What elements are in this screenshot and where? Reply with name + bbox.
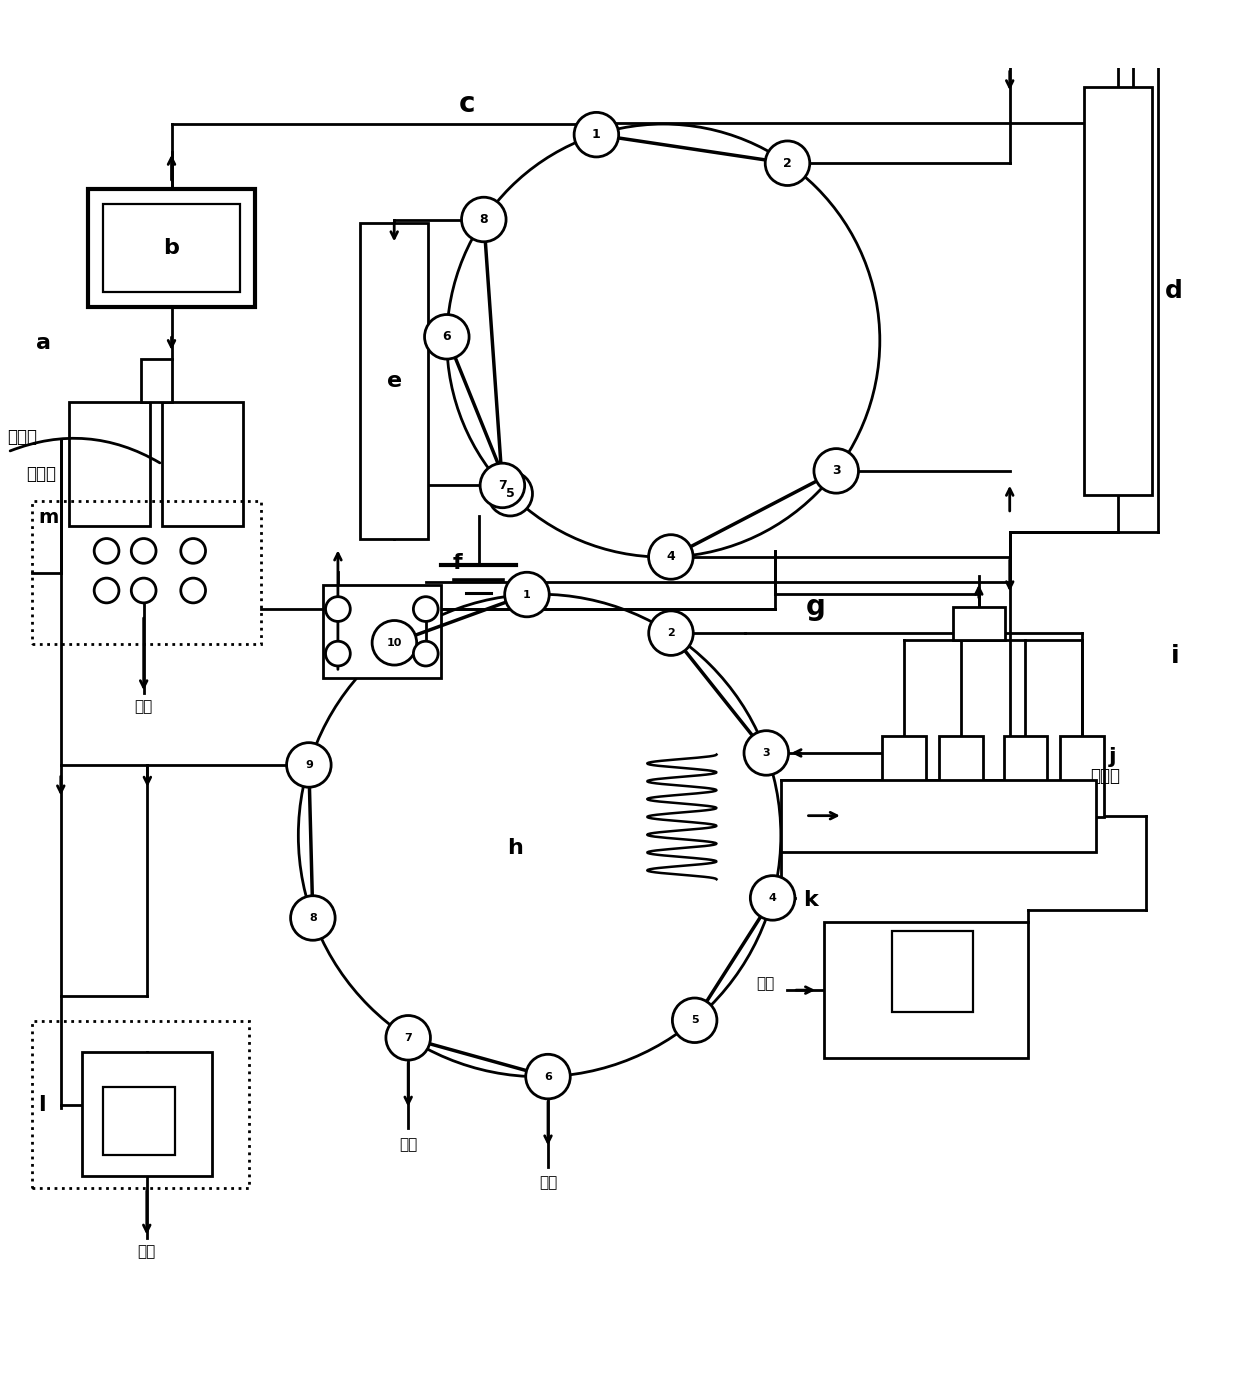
FancyBboxPatch shape	[103, 203, 241, 291]
Text: 4: 4	[769, 893, 776, 903]
Text: 废液: 废液	[138, 1243, 156, 1259]
FancyBboxPatch shape	[1060, 736, 1104, 818]
Text: 废液: 废液	[539, 1176, 557, 1190]
Text: 8: 8	[309, 912, 316, 923]
Circle shape	[765, 142, 810, 185]
FancyBboxPatch shape	[69, 403, 150, 526]
Circle shape	[744, 731, 789, 775]
Circle shape	[290, 896, 335, 940]
Text: 9: 9	[305, 760, 312, 769]
Text: l: l	[38, 1095, 46, 1114]
Text: 流动相: 流动相	[26, 464, 56, 482]
FancyBboxPatch shape	[1084, 87, 1152, 495]
Circle shape	[480, 463, 525, 508]
Text: 2: 2	[784, 157, 792, 170]
FancyBboxPatch shape	[1003, 736, 1047, 818]
FancyBboxPatch shape	[103, 1087, 175, 1154]
FancyBboxPatch shape	[140, 359, 171, 403]
Text: e: e	[387, 371, 402, 390]
FancyBboxPatch shape	[162, 403, 243, 526]
Text: b: b	[164, 238, 180, 258]
Text: d: d	[1164, 279, 1182, 304]
Text: h: h	[507, 838, 523, 857]
Circle shape	[574, 113, 619, 157]
Circle shape	[461, 198, 506, 242]
FancyBboxPatch shape	[825, 922, 1028, 1058]
Circle shape	[649, 534, 693, 580]
Text: 10: 10	[387, 638, 402, 647]
Circle shape	[94, 539, 119, 563]
Text: 7: 7	[498, 480, 507, 492]
Text: 4: 4	[666, 551, 676, 563]
Text: 5: 5	[506, 488, 515, 500]
Text: i: i	[1171, 644, 1179, 668]
Circle shape	[181, 539, 206, 563]
FancyBboxPatch shape	[883, 736, 925, 818]
Text: 流动相: 流动相	[1090, 768, 1120, 786]
Text: a: a	[36, 333, 51, 353]
Text: 6: 6	[544, 1072, 552, 1081]
FancyBboxPatch shape	[88, 190, 255, 306]
Circle shape	[649, 611, 693, 655]
Circle shape	[413, 642, 438, 666]
Text: 废液: 废液	[399, 1136, 418, 1151]
Circle shape	[326, 642, 350, 666]
Circle shape	[672, 998, 717, 1043]
Text: 流动相: 流动相	[7, 427, 37, 445]
Text: 8: 8	[480, 213, 489, 225]
Text: 5: 5	[691, 1015, 698, 1025]
Text: 1: 1	[591, 128, 600, 142]
Text: 废液: 废液	[135, 699, 153, 714]
Circle shape	[487, 471, 532, 517]
FancyBboxPatch shape	[82, 1052, 212, 1176]
Text: g: g	[806, 592, 826, 621]
Circle shape	[413, 596, 438, 621]
Text: 2: 2	[667, 628, 675, 638]
Text: 3: 3	[763, 747, 770, 758]
Circle shape	[131, 578, 156, 603]
FancyBboxPatch shape	[781, 780, 1096, 852]
FancyBboxPatch shape	[893, 932, 972, 1011]
Text: 6: 6	[443, 330, 451, 344]
Text: 废液: 废液	[756, 977, 775, 992]
Circle shape	[386, 1015, 430, 1061]
Text: f: f	[453, 552, 463, 573]
Text: k: k	[804, 890, 818, 910]
Circle shape	[94, 578, 119, 603]
FancyBboxPatch shape	[360, 223, 428, 539]
Circle shape	[181, 578, 206, 603]
Text: j: j	[1109, 747, 1116, 768]
FancyBboxPatch shape	[952, 606, 1004, 640]
Circle shape	[526, 1054, 570, 1099]
Circle shape	[750, 875, 795, 921]
Text: m: m	[38, 507, 58, 526]
Circle shape	[813, 448, 858, 493]
Text: 7: 7	[404, 1033, 412, 1043]
Text: c: c	[459, 89, 476, 118]
FancyBboxPatch shape	[939, 736, 982, 818]
Circle shape	[372, 621, 417, 665]
Circle shape	[424, 315, 469, 359]
Circle shape	[131, 539, 156, 563]
FancyBboxPatch shape	[324, 585, 440, 677]
Circle shape	[505, 572, 549, 617]
Text: 3: 3	[832, 464, 841, 477]
Circle shape	[286, 743, 331, 787]
Text: 1: 1	[523, 589, 531, 599]
Circle shape	[326, 596, 350, 621]
